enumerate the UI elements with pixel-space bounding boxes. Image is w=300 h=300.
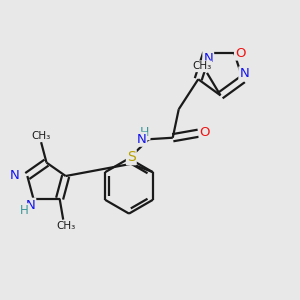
Text: H: H [20,204,28,217]
Text: N: N [239,67,249,80]
Text: N: N [10,169,20,182]
Text: CH₃: CH₃ [32,130,51,141]
Text: H: H [140,126,149,139]
Text: N: N [26,199,35,212]
Text: CH₃: CH₃ [57,221,76,231]
Text: O: O [200,126,210,139]
Text: S: S [127,150,136,164]
Text: CH₃: CH₃ [192,61,211,71]
Text: N: N [203,52,213,65]
Text: N: N [136,133,146,146]
Text: O: O [235,46,245,60]
